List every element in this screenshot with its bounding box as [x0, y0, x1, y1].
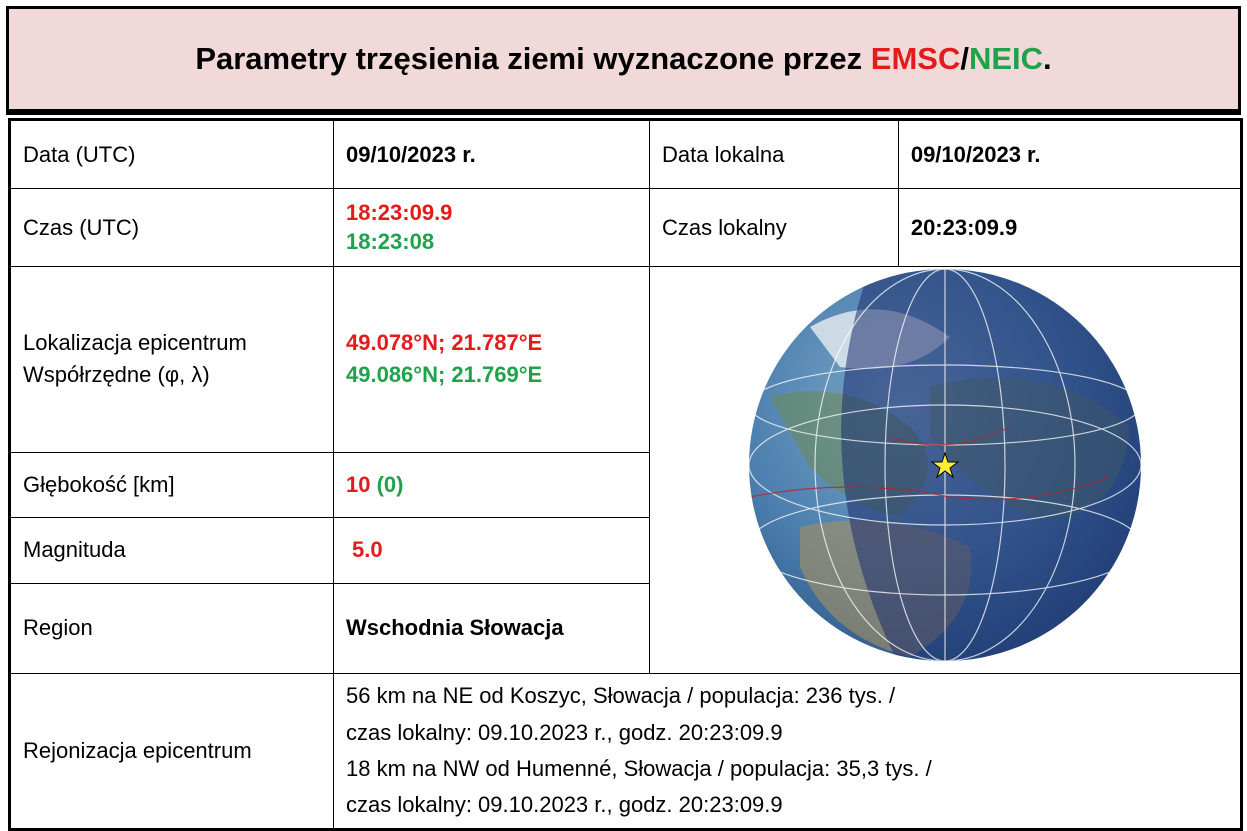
label: Lokalizacja epicentrum	[23, 330, 247, 356]
agency-emsc: EMSC	[870, 41, 961, 76]
value-cell: 10 (0)	[333, 451, 650, 519]
label: Data lokalna	[649, 119, 899, 189]
value-cell: 49.078°N; 21.787°E 49.086°N; 21.769°E	[333, 266, 650, 453]
title-end: .	[1043, 41, 1052, 76]
text-line: czas lokalny: 09.10.2023 r., godz. 20:23…	[346, 792, 783, 818]
label: Czas lokalny	[649, 188, 899, 267]
value: 20:23:09.9	[897, 188, 1243, 267]
agency-neic: NEIC	[968, 41, 1044, 76]
value-emsc: 49.078°N; 21.787°E	[346, 330, 543, 356]
text-line: 18 km na NW od Humenné, Słowacja / popul…	[346, 755, 932, 781]
value-neic: 18:23:08	[346, 228, 435, 254]
globe-map	[749, 269, 1141, 661]
header: Parametry trzęsienia ziemi wyznaczone pr…	[6, 6, 1241, 115]
value-emsc: 18:23:09.9	[346, 199, 453, 225]
label: Współrzędne (φ, λ)	[23, 362, 210, 388]
value-emsc: 5.0	[333, 517, 650, 584]
label: Magnituda	[9, 517, 334, 584]
value-cell: 18:23:09.9 18:23:08	[333, 188, 650, 267]
text-line: czas lokalny: 09.10.2023 r., godz. 20:23…	[346, 719, 783, 745]
text-line: 56 km na NE od Koszyc, Słowacja / popula…	[346, 683, 896, 709]
value-neic: (0)	[376, 471, 404, 497]
value: Wschodnia Słowacja	[333, 582, 650, 674]
label: Głębokość [km]	[9, 451, 334, 519]
title: Parametry trzęsienia ziemi wyznaczone pr…	[195, 41, 863, 76]
label: Czas (UTC)	[9, 188, 334, 267]
value: 09/10/2023 r.	[897, 119, 1243, 189]
value-neic: 49.086°N; 21.769°E	[346, 362, 543, 388]
value: 09/10/2023 r.	[333, 119, 650, 189]
regionalization-cell: 56 km na NE od Koszyc, Słowacja / popula…	[333, 672, 1242, 830]
globe-cell	[649, 266, 1242, 674]
label-cell: Lokalizacja epicentrum Współrzędne (φ, λ)	[9, 266, 334, 453]
label: Region	[9, 582, 334, 674]
label: Data (UTC)	[9, 119, 334, 189]
parameters-table: Data (UTC) 09/10/2023 r. Data lokalna 09…	[8, 118, 1243, 831]
value-emsc: 10	[346, 471, 371, 497]
label: Rejonizacja epicentrum	[9, 672, 334, 830]
separator: /	[960, 41, 969, 76]
